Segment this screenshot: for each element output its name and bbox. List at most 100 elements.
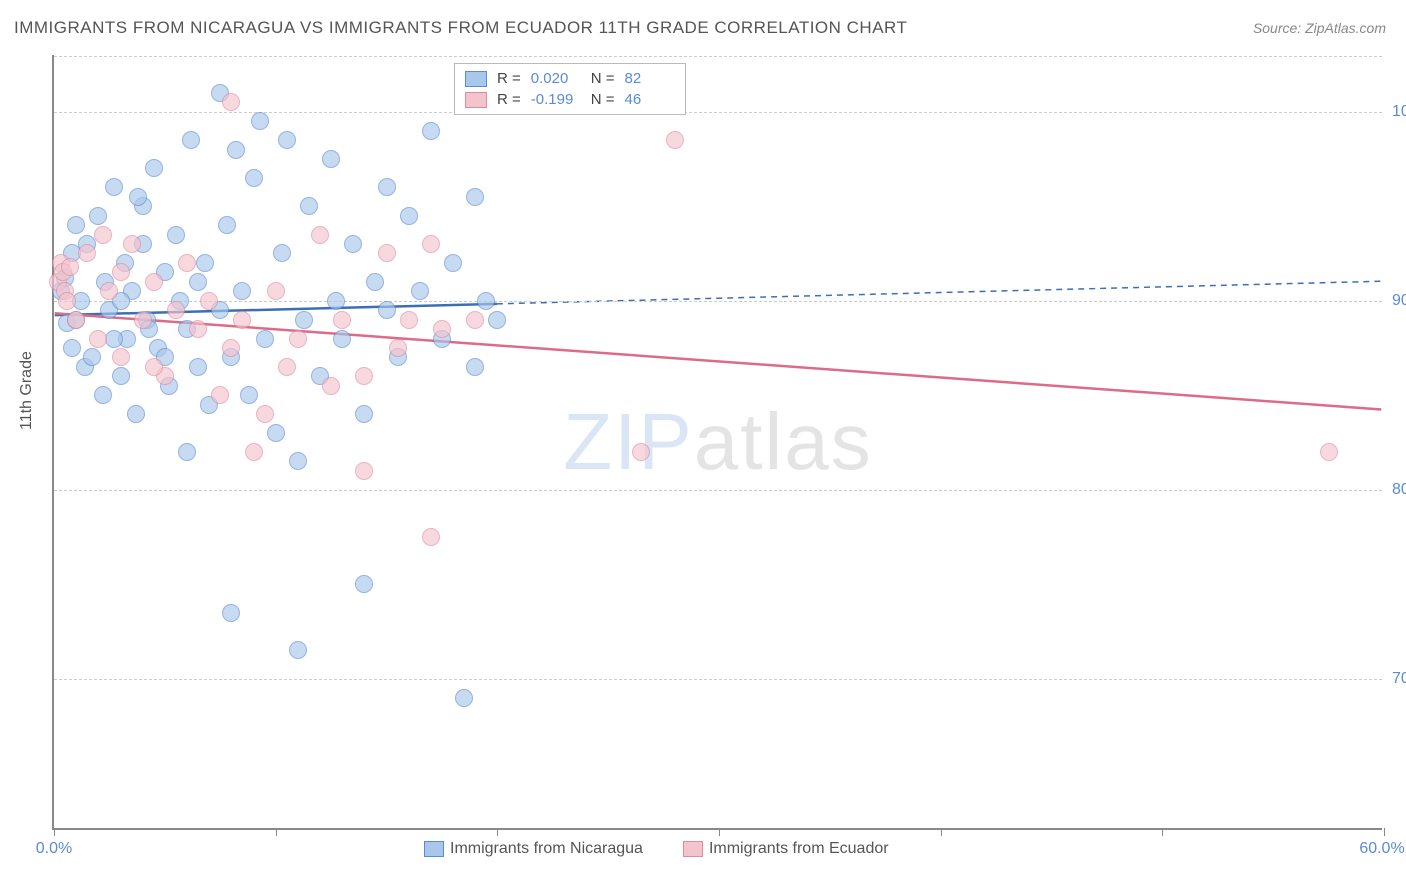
point-ecuador: [422, 235, 440, 253]
point-ecuador: [112, 348, 130, 366]
point-nicaragua: [477, 292, 495, 310]
point-ecuador: [100, 282, 118, 300]
legend-stats-box: R =0.020N =82R =-0.199N =46: [454, 63, 686, 115]
point-nicaragua: [267, 424, 285, 442]
point-ecuador: [167, 301, 185, 319]
point-ecuador: [333, 311, 351, 329]
n-value: 82: [625, 70, 675, 87]
point-ecuador: [245, 443, 263, 461]
chart-container: IMMIGRANTS FROM NICARAGUA VS IMMIGRANTS …: [0, 0, 1406, 892]
y-tick-label: 80.0%: [1392, 481, 1406, 499]
r-label: R =: [497, 70, 521, 87]
point-nicaragua: [333, 330, 351, 348]
grid-line-h: [54, 112, 1382, 113]
point-nicaragua: [67, 216, 85, 234]
y-tick-label: 100.0%: [1392, 103, 1406, 121]
point-nicaragua: [400, 207, 418, 225]
legend-stats-row: R =-0.199N =46: [465, 89, 675, 110]
point-ecuador: [289, 330, 307, 348]
x-tick-label-first: 0.0%: [36, 840, 72, 858]
y-tick-label: 70.0%: [1392, 670, 1406, 688]
point-ecuador: [145, 273, 163, 291]
point-nicaragua: [378, 178, 396, 196]
point-nicaragua: [145, 159, 163, 177]
point-nicaragua: [355, 405, 373, 423]
point-ecuador: [200, 292, 218, 310]
n-label: N =: [591, 70, 615, 87]
point-ecuador: [233, 311, 251, 329]
point-nicaragua: [355, 575, 373, 593]
legend-label: Immigrants from Nicaragua: [450, 840, 643, 857]
point-ecuador: [58, 292, 76, 310]
legend-swatch: [465, 92, 487, 108]
y-axis-label: 11th Grade: [18, 351, 36, 430]
plot-area: ZIPatlas 70.0%80.0%90.0%100.0% R = 0.020 N…: [52, 55, 1382, 830]
grid-line-h: [54, 301, 1382, 302]
point-ecuador: [400, 311, 418, 329]
point-ecuador: [1320, 443, 1338, 461]
point-nicaragua: [83, 348, 101, 366]
point-ecuador: [278, 358, 296, 376]
point-nicaragua: [251, 112, 269, 130]
x-tick: [941, 828, 942, 836]
point-ecuador: [211, 386, 229, 404]
point-ecuador: [78, 244, 96, 262]
point-nicaragua: [218, 216, 236, 234]
point-ecuador: [222, 93, 240, 111]
point-ecuador: [256, 405, 274, 423]
legend-swatch: [424, 841, 444, 857]
chart-title: IMMIGRANTS FROM NICARAGUA VS IMMIGRANTS …: [14, 18, 907, 38]
point-ecuador: [112, 263, 130, 281]
point-ecuador: [666, 131, 684, 149]
point-ecuador: [322, 377, 340, 395]
point-nicaragua: [422, 122, 440, 140]
point-ecuador: [67, 311, 85, 329]
point-ecuador: [145, 358, 163, 376]
point-ecuador: [89, 330, 107, 348]
point-ecuador: [222, 339, 240, 357]
r-label: R =: [497, 91, 521, 108]
legend-stats-row: R = 0.020 N = 82: [465, 68, 675, 89]
legend-label: Immigrants from Ecuador: [709, 840, 889, 857]
point-nicaragua: [466, 188, 484, 206]
legend-item: Immigrants from Ecuador: [683, 840, 889, 858]
point-ecuador: [466, 311, 484, 329]
point-ecuador: [61, 258, 79, 276]
point-nicaragua: [105, 178, 123, 196]
point-ecuador: [632, 443, 650, 461]
point-nicaragua: [63, 339, 81, 357]
point-ecuador: [378, 244, 396, 262]
point-nicaragua: [289, 452, 307, 470]
r-value: 0.020: [531, 70, 581, 87]
point-nicaragua: [182, 131, 200, 149]
point-nicaragua: [273, 244, 291, 262]
n-label: N =: [591, 91, 615, 108]
point-nicaragua: [278, 131, 296, 149]
point-nicaragua: [167, 226, 185, 244]
x-tick: [1384, 828, 1385, 836]
point-nicaragua: [105, 330, 123, 348]
r-value: -0.199: [531, 91, 581, 108]
point-ecuador: [355, 367, 373, 385]
point-ecuador: [389, 339, 407, 357]
point-ecuador: [433, 320, 451, 338]
x-tick: [719, 828, 720, 836]
point-ecuador: [94, 226, 112, 244]
point-nicaragua: [240, 386, 258, 404]
point-nicaragua: [89, 207, 107, 225]
x-tick: [497, 828, 498, 836]
point-nicaragua: [366, 273, 384, 291]
x-tick-label-last: 60.0%: [1359, 840, 1404, 858]
point-ecuador: [178, 254, 196, 272]
point-nicaragua: [189, 358, 207, 376]
point-nicaragua: [466, 358, 484, 376]
grid-line-h: [54, 490, 1382, 491]
point-ecuador: [311, 226, 329, 244]
point-ecuador: [267, 282, 285, 300]
y-tick-label: 90.0%: [1392, 292, 1406, 310]
point-nicaragua: [344, 235, 362, 253]
plot-inner: ZIPatlas 70.0%80.0%90.0%100.0%: [54, 55, 1382, 828]
x-tick: [1162, 828, 1163, 836]
legend-swatch: [465, 71, 487, 87]
point-nicaragua: [300, 197, 318, 215]
